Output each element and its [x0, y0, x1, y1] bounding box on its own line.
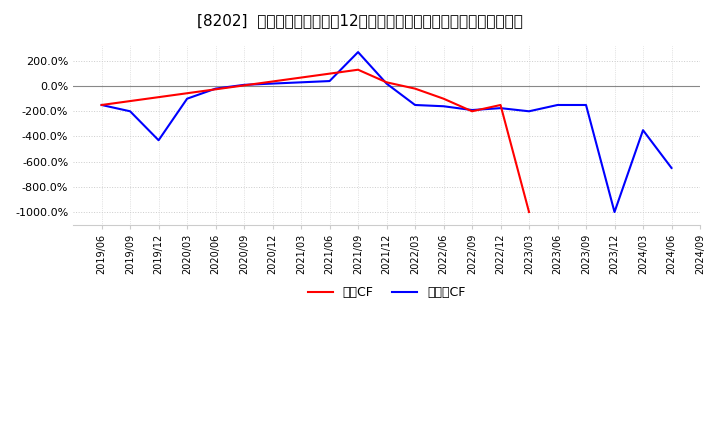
営業CF: [354, 67, 362, 72]
フリーCF: [325, 78, 334, 84]
営業CF: [439, 96, 448, 101]
営業CF: [525, 209, 534, 215]
フリーCF: [269, 81, 277, 86]
営業CF: [496, 103, 505, 108]
フリーCF: [553, 103, 562, 108]
フリーCF: [211, 86, 220, 91]
フリーCF: [183, 96, 192, 101]
フリーCF: [496, 106, 505, 111]
営業CF: [97, 103, 106, 108]
フリーCF: [382, 81, 391, 86]
フリーCF: [610, 209, 618, 215]
Legend: 営業CF, フリーCF: 営業CF, フリーCF: [302, 281, 471, 304]
フリーCF: [126, 109, 135, 114]
フリーCF: [582, 103, 590, 108]
フリーCF: [667, 165, 676, 171]
Line: 営業CF: 営業CF: [102, 70, 529, 212]
フリーCF: [410, 103, 419, 108]
フリーCF: [439, 103, 448, 109]
フリーCF: [468, 107, 477, 113]
フリーCF: [525, 109, 534, 114]
営業CF: [410, 86, 419, 91]
Line: フリーCF: フリーCF: [102, 52, 672, 212]
フリーCF: [639, 128, 647, 133]
営業CF: [468, 109, 477, 114]
フリーCF: [297, 80, 305, 85]
フリーCF: [154, 138, 163, 143]
フリーCF: [97, 103, 106, 108]
営業CF: [382, 80, 391, 85]
フリーCF: [240, 82, 248, 88]
フリーCF: [354, 49, 362, 55]
Text: [8202]  キャッシュフローの12か月移動合計の対前年同期増減率の推移: [8202] キャッシュフローの12か月移動合計の対前年同期増減率の推移: [197, 13, 523, 28]
